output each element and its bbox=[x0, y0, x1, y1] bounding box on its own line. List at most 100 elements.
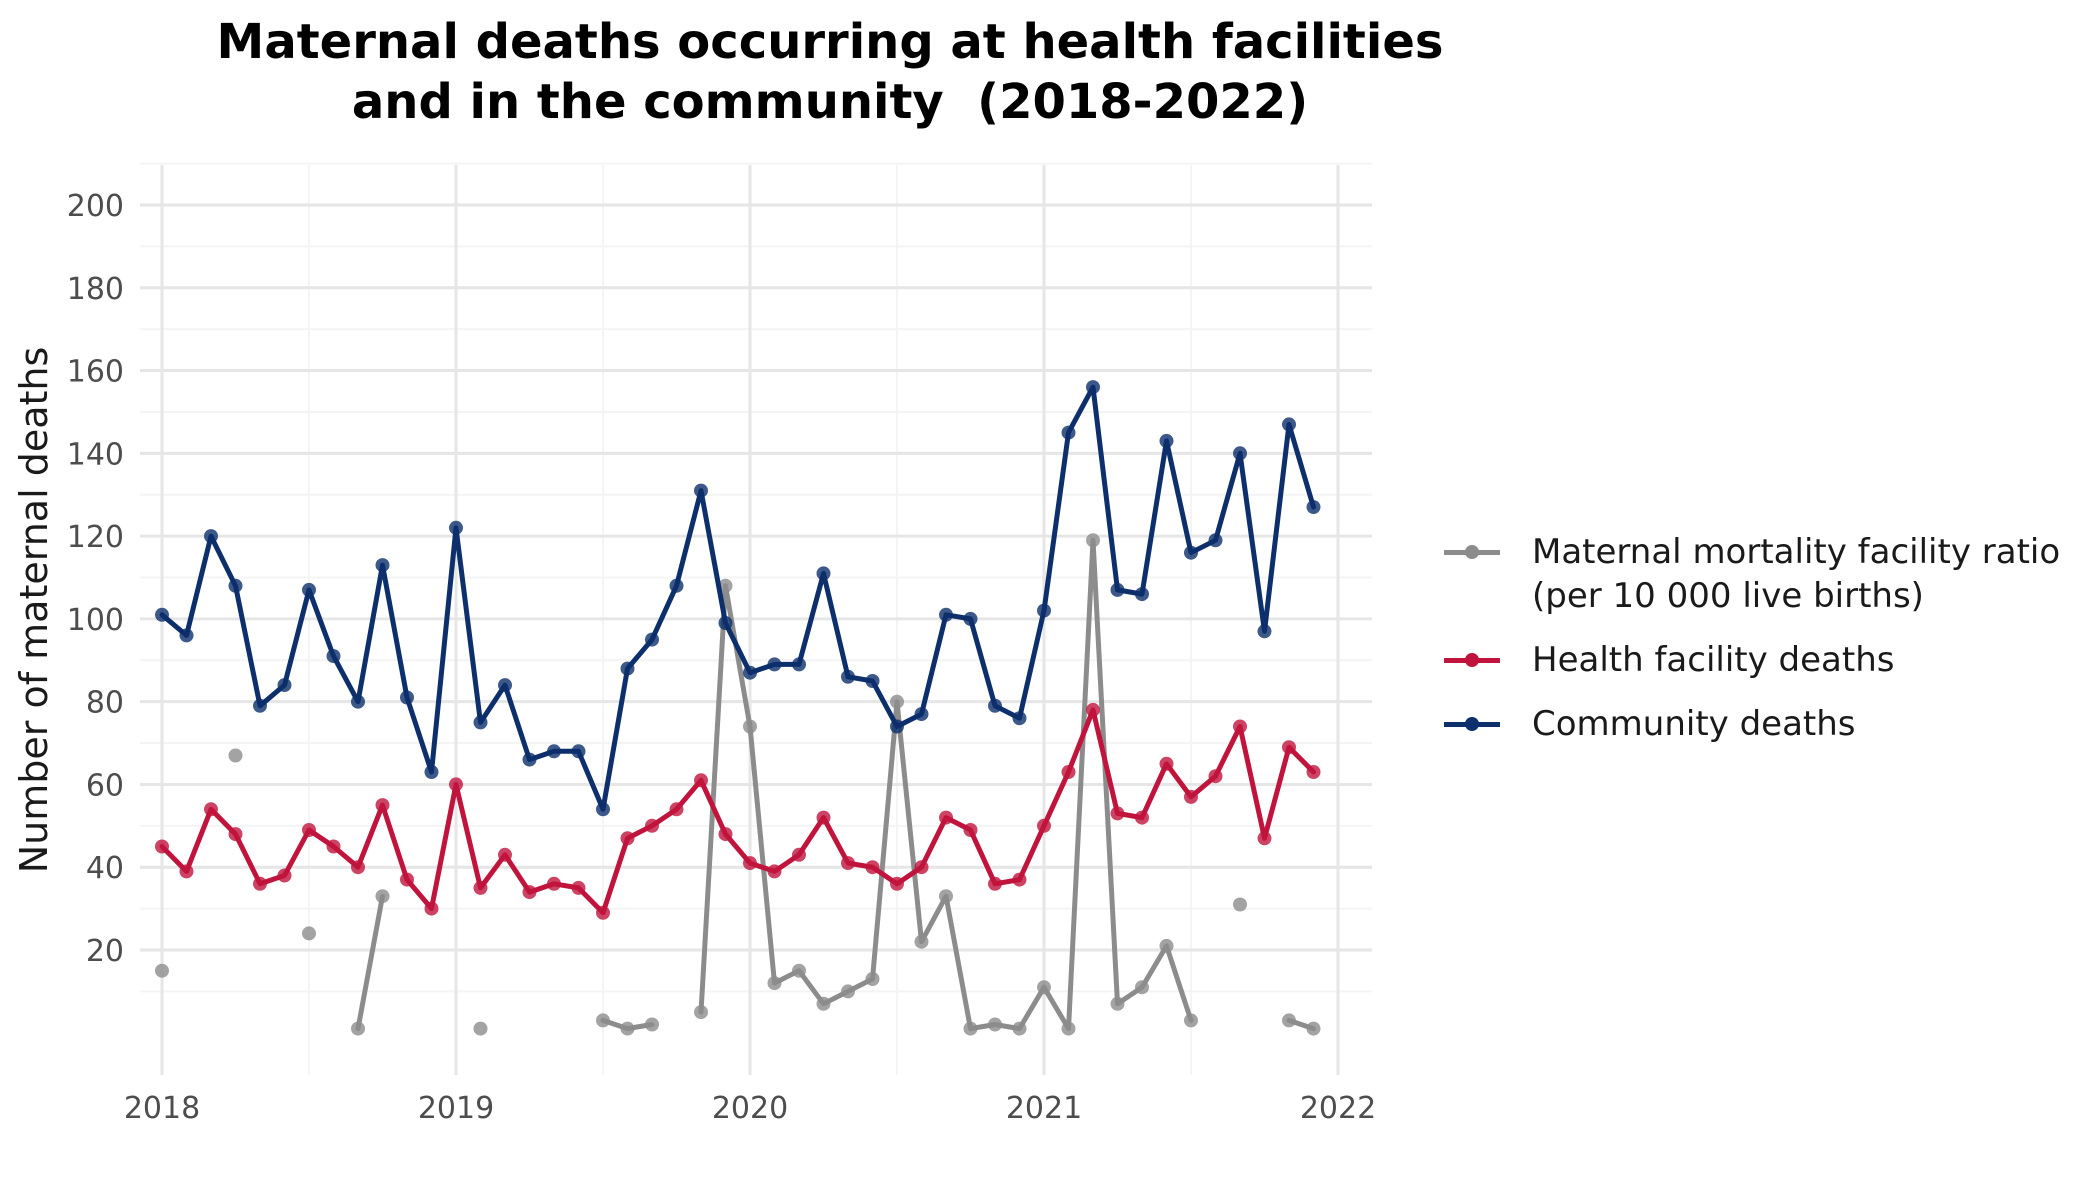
y-tick-label: 60 bbox=[86, 768, 124, 803]
data-point bbox=[1037, 980, 1051, 995]
chart-title: Maternal deaths occurring at health faci… bbox=[0, 12, 1660, 132]
data-point bbox=[473, 715, 488, 730]
data-point bbox=[1110, 996, 1125, 1011]
data-point bbox=[351, 694, 365, 709]
data-point bbox=[694, 1005, 708, 1020]
data-point bbox=[449, 777, 463, 792]
data-point bbox=[1306, 765, 1321, 779]
data-point bbox=[1233, 897, 1247, 912]
data-point bbox=[890, 694, 904, 709]
data-point bbox=[718, 578, 733, 593]
data-point bbox=[1135, 810, 1149, 825]
data-point bbox=[547, 744, 561, 759]
data-point bbox=[498, 847, 512, 862]
data-point bbox=[988, 698, 1002, 713]
data-point bbox=[694, 483, 708, 498]
data-point bbox=[743, 665, 757, 680]
data-point bbox=[547, 876, 561, 891]
data-point bbox=[1282, 1013, 1296, 1028]
data-point bbox=[596, 1013, 610, 1028]
data-point bbox=[890, 876, 904, 891]
legend-key-dot bbox=[1465, 717, 1479, 731]
data-point bbox=[963, 1021, 978, 1036]
legend-key bbox=[1440, 702, 1504, 746]
data-point bbox=[400, 872, 414, 887]
data-point bbox=[865, 972, 880, 986]
data-point bbox=[1184, 1013, 1198, 1028]
data-point bbox=[351, 860, 365, 875]
data-point bbox=[645, 1017, 659, 1032]
data-point bbox=[498, 678, 512, 693]
y-axis-title: Number of maternal deaths bbox=[12, 347, 56, 874]
data-point bbox=[620, 661, 635, 676]
data-point bbox=[302, 823, 316, 837]
legend-label: Maternal mortality facility ratio (per 10… bbox=[1532, 530, 2060, 618]
series-line bbox=[355, 893, 385, 1032]
y-tick-label: 200 bbox=[67, 189, 124, 224]
data-point bbox=[155, 607, 169, 622]
y-tick-label: 160 bbox=[67, 355, 124, 390]
data-point bbox=[228, 578, 243, 593]
data-point bbox=[1135, 980, 1149, 995]
data-point bbox=[792, 657, 806, 672]
legend-key-dot bbox=[1465, 653, 1479, 667]
chart-title-line-1: Maternal deaths occurring at health faci… bbox=[216, 14, 1444, 70]
series-2 bbox=[155, 380, 1321, 817]
data-point bbox=[841, 856, 855, 871]
data-point bbox=[522, 752, 537, 767]
x-tick-label: 2022 bbox=[1300, 1091, 1376, 1126]
data-point bbox=[1233, 446, 1247, 461]
data-point bbox=[473, 880, 488, 895]
data-point bbox=[1233, 719, 1247, 734]
data-point bbox=[1208, 769, 1223, 784]
data-point bbox=[669, 578, 684, 593]
data-point bbox=[694, 773, 708, 788]
x-tick-label: 2021 bbox=[1006, 1091, 1082, 1126]
data-point bbox=[620, 831, 635, 846]
data-point bbox=[1037, 603, 1051, 618]
data-point bbox=[277, 868, 292, 883]
data-point bbox=[1061, 765, 1076, 779]
legend-item: Community deaths bbox=[1440, 702, 2060, 746]
series-layer bbox=[155, 380, 1321, 1036]
data-point bbox=[155, 839, 169, 854]
data-point bbox=[302, 582, 316, 597]
legend-item: Maternal mortality facility ratio (per 10… bbox=[1440, 530, 2060, 618]
legend: Maternal mortality facility ratio (per 10… bbox=[1440, 530, 2060, 766]
legend-label-line: (per 10 000 live births) bbox=[1532, 576, 1924, 616]
legend-label: Community deaths bbox=[1532, 702, 1856, 746]
data-point bbox=[1012, 872, 1027, 887]
data-point bbox=[841, 984, 855, 999]
y-tick-label: 180 bbox=[67, 272, 124, 307]
gridlines bbox=[140, 162, 1372, 1075]
data-point bbox=[1184, 789, 1198, 804]
data-point bbox=[816, 566, 831, 581]
y-tick-label: 140 bbox=[67, 437, 124, 472]
data-point bbox=[228, 748, 243, 763]
data-point bbox=[841, 669, 855, 684]
data-point bbox=[743, 719, 757, 734]
series-1 bbox=[155, 702, 1321, 920]
x-tick-label: 2019 bbox=[418, 1091, 494, 1126]
data-point bbox=[375, 798, 390, 813]
data-point bbox=[988, 876, 1002, 891]
data-point bbox=[596, 802, 610, 817]
chart-title-line-2: and in the community (2018-2022) bbox=[351, 74, 1309, 130]
data-point bbox=[155, 963, 169, 978]
data-point bbox=[620, 1021, 635, 1036]
data-point bbox=[1086, 533, 1100, 548]
legend-key bbox=[1440, 530, 1504, 574]
data-point bbox=[963, 611, 978, 626]
data-point bbox=[865, 860, 880, 875]
data-point bbox=[645, 632, 659, 647]
y-tick-label: 80 bbox=[86, 686, 124, 721]
data-point bbox=[1282, 740, 1296, 755]
data-point bbox=[571, 880, 586, 895]
series-0 bbox=[155, 533, 1321, 1036]
data-point bbox=[767, 976, 782, 991]
data-point bbox=[718, 827, 733, 842]
data-point bbox=[253, 698, 267, 713]
data-point bbox=[816, 996, 831, 1011]
data-point bbox=[596, 905, 610, 920]
